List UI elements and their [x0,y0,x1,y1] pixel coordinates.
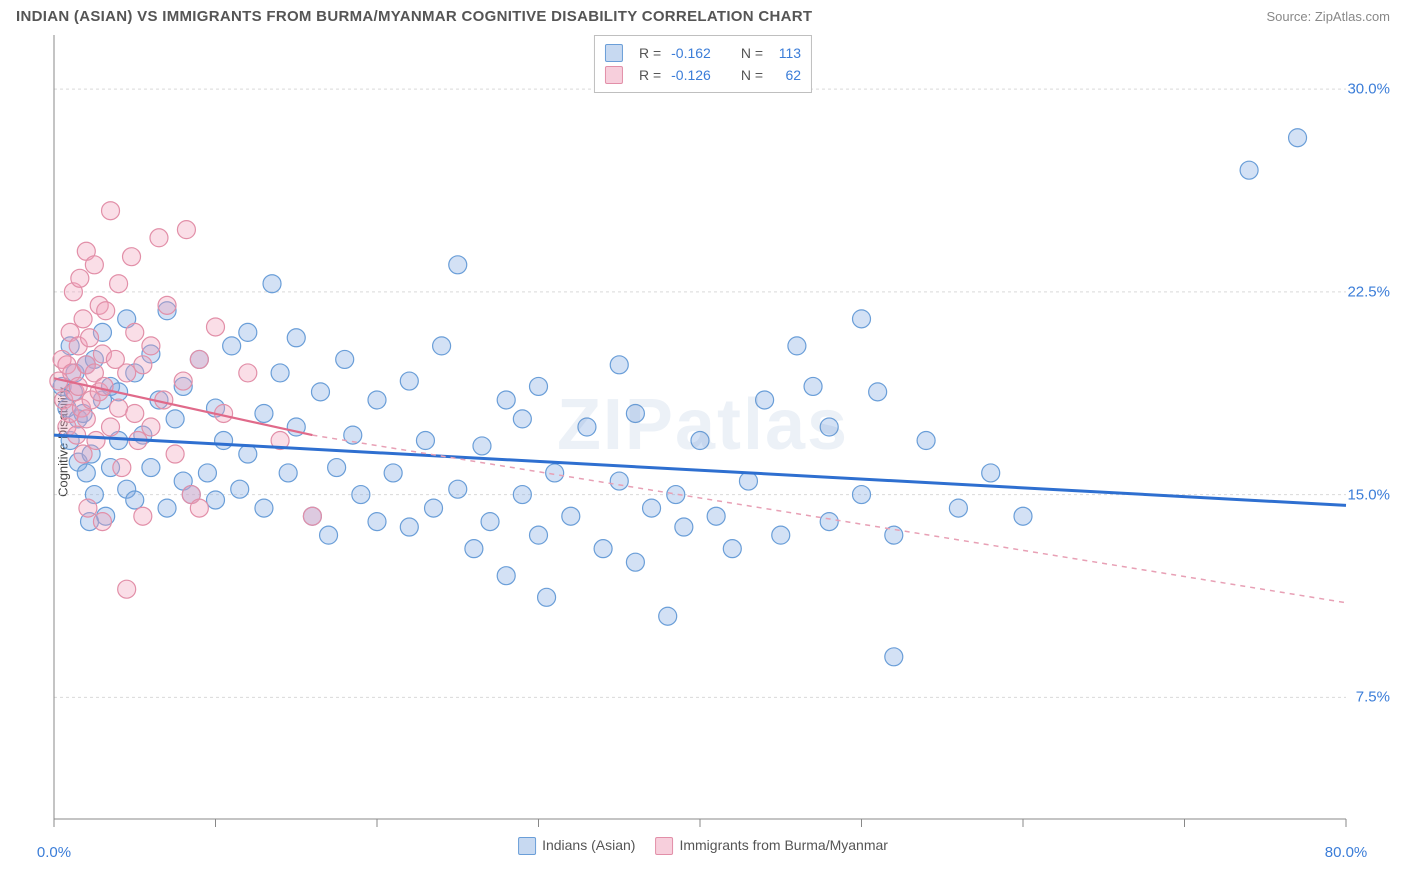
n-value: 62 [773,64,801,86]
source-text: Source: ZipAtlas.com [1266,9,1390,24]
r-label: R = [639,42,661,64]
n-label: N = [741,42,763,64]
legend-item: Indians (Asian) [518,837,635,855]
correlation-legend: R = -0.162 N = 113 R = -0.126 N = 62 [594,35,812,93]
r-value: -0.126 [671,64,711,86]
n-label: N = [741,64,763,86]
series-legend: Indians (Asian) Immigrants from Burma/Mya… [518,837,888,855]
y-tick-label: 15.0% [1347,486,1390,503]
legend-row: R = -0.162 N = 113 [605,42,801,64]
r-value: -0.162 [671,42,711,64]
legend-swatch [655,837,673,855]
n-value: 113 [773,42,801,64]
chart-title: INDIAN (ASIAN) VS IMMIGRANTS FROM BURMA/… [16,8,812,25]
scatter-chart [16,29,1390,855]
legend-swatch [518,837,536,855]
y-tick-label: 22.5% [1347,283,1390,300]
legend-swatch [605,66,623,84]
legend-item: Immigrants from Burma/Myanmar [655,837,887,855]
legend-row: R = -0.126 N = 62 [605,64,801,86]
x-tick-label: 80.0% [1325,844,1368,861]
title-bar: INDIAN (ASIAN) VS IMMIGRANTS FROM BURMA/… [0,0,1406,29]
legend-label: Immigrants from Burma/Myanmar [679,837,887,853]
x-tick-label: 0.0% [37,844,71,861]
y-tick-label: 7.5% [1356,689,1390,706]
legend-swatch [605,44,623,62]
legend-label: Indians (Asian) [542,837,635,853]
r-label: R = [639,64,661,86]
y-tick-label: 30.0% [1347,81,1390,98]
plot-area: Cognitive Disability ZIPatlas R =-0.162N… [16,29,1390,855]
